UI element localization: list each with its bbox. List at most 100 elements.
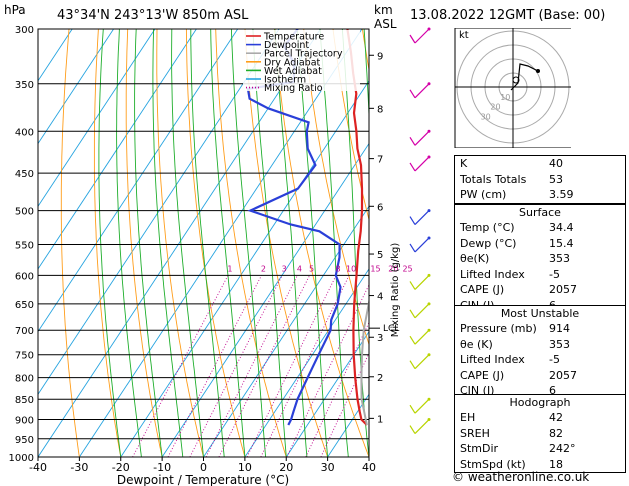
wind-barb-base: [427, 397, 431, 401]
wind-barb-flag: [409, 335, 416, 345]
most-unstable-panel: Most Unstable Pressure (mb) 914 θe (K) 353 Li…: [454, 305, 626, 400]
pressure-tick-label: 800: [15, 374, 34, 385]
panel-row: Totals Totals 53: [455, 172, 625, 188]
panel-row: θe(K) 353: [455, 251, 625, 267]
panel-row: Lifted Index -5: [455, 352, 625, 368]
pressure-tick-label: 400: [15, 127, 34, 138]
wind-barb: [414, 130, 430, 146]
wind-barb-flag: [409, 243, 416, 253]
wind-barb-flag: [409, 425, 416, 434]
dry-adiabat-line: [421, 29, 450, 457]
legend-entry: Isotherm: [264, 75, 306, 86]
isotherm-line: [38, 29, 280, 396]
panel-row-value: 42: [549, 411, 563, 424]
temperature-profile-line: [346, 29, 368, 426]
km-unit-label: km: [374, 3, 393, 17]
hodograph-ring-label: 20: [490, 103, 500, 112]
mixing-ratio-label: 20: [388, 264, 398, 273]
mixing-ratio-label: 2: [261, 264, 266, 273]
panel-row-value: 914: [549, 322, 570, 335]
isotherm-line: [161, 142, 369, 457]
wind-barb-base: [427, 27, 431, 31]
wet-adiabat-line: [363, 29, 369, 124]
x-tick-label: 10: [238, 461, 252, 474]
panel-row-value: 353: [549, 252, 570, 265]
km-tick-label: 1: [377, 414, 383, 425]
wind-barb: [414, 156, 430, 172]
skewt-chart: 1 2 3 4 5 8 10 15 20 2530035040045050055060065070…: [9, 25, 450, 486]
panel-row-key: Pressure (mb): [460, 322, 537, 335]
x-tick-label: 20: [279, 461, 293, 474]
legend-entry: Dewpoint: [264, 40, 309, 51]
wet-adiabat-line: [98, 29, 122, 457]
parcel-trajectory-profile-line: [360, 298, 369, 426]
storm-motion-marker: [512, 76, 520, 84]
mixing-ratio-label: 5: [309, 264, 314, 273]
pressure-tick-label: 500: [15, 207, 34, 218]
isotherm-line: [368, 456, 369, 457]
panel-title: Surface: [519, 206, 561, 219]
mixing-ratio-line: [305, 321, 369, 457]
panel-row: StmDir 242°: [455, 441, 625, 457]
mixing-ratio-axis-label: Mixing Ratio (g/kg): [390, 243, 401, 338]
sounding-datetime: 13.08.2022 12GMT (Base: 00): [410, 8, 606, 23]
panel-row-key: Lifted Index: [460, 353, 525, 366]
wind-barb: [414, 303, 430, 319]
wind-barb-flag: [409, 404, 416, 414]
hpa-unit-label: hPa: [4, 3, 26, 17]
mixing-ratio-line: [246, 275, 337, 457]
lcl-label: LCL: [383, 324, 399, 334]
panel-row: Lifted Index -5: [455, 267, 625, 283]
wind-barb-base: [427, 209, 431, 213]
panel-row-key: CAPE (J): [460, 368, 505, 382]
panel-row-value: -5: [549, 267, 560, 281]
pressure-tick-label: 350: [15, 80, 34, 91]
x-tick-label: -20: [112, 461, 130, 474]
wind-barb-base: [427, 82, 431, 86]
x-axis-title: Dewpoint / Temperature (°C): [117, 473, 289, 486]
panel-row-value: 242°: [549, 442, 576, 455]
panel-row-key: Temp (°C): [460, 221, 515, 234]
wind-barb-flag: [409, 281, 416, 290]
wind-barb: [414, 237, 430, 253]
hodograph-trace: [510, 63, 539, 91]
panel-row-key: Totals Totals: [460, 172, 527, 186]
mixing-ratio-line: [132, 275, 229, 457]
wind-barb-flag: [409, 360, 416, 370]
isotherm-line: [203, 205, 369, 457]
isotherm-line: [38, 29, 156, 208]
dewpoint-profile-line: [246, 29, 342, 426]
pressure-tick-label: 750: [15, 351, 34, 362]
panel-row-value: 2057: [549, 283, 577, 296]
panel-row-value: -5: [549, 353, 560, 366]
panel-row-value: 34.4: [549, 221, 574, 234]
wind-barb-flag: [409, 89, 416, 99]
pressure-tick-label: 450: [15, 169, 34, 180]
wind-barb-flag: [409, 309, 416, 319]
mixing-ratio-label: 10: [346, 264, 356, 273]
wind-barb: [414, 210, 430, 226]
km-tick-label: 7: [377, 155, 383, 166]
panel-row: PW (cm) 3.59: [455, 187, 625, 203]
panel-row-value: 15.4: [549, 236, 574, 250]
panel-row: Dewp (°C) 15.4: [455, 236, 625, 252]
panel-row-key: PW (cm): [460, 188, 507, 201]
panel-row-key: θe(K): [460, 252, 490, 265]
hodograph-panel: Hodograph EH 42 SREH 82 StmDir 242° StmSpd (kt)…: [454, 394, 626, 473]
wind-barb: [414, 28, 430, 44]
wind-barb-base: [427, 418, 431, 422]
legend-entry: Dry Adiabat: [264, 57, 321, 68]
wet-adiabat-line: [134, 29, 163, 457]
wind-barb-flag: [409, 136, 416, 146]
panel-row: CAPE (J) 2057: [455, 282, 625, 298]
panel-title: Most Unstable: [500, 307, 580, 320]
pressure-tick-label: 850: [15, 395, 34, 406]
wind-barb: [414, 354, 430, 370]
panel-row: K 40: [455, 156, 625, 172]
mixing-ratio-label: 4: [297, 264, 302, 273]
panel-row-value: 40: [549, 157, 563, 170]
wind-barb: [414, 83, 430, 99]
panel-row-key: StmDir: [460, 442, 499, 455]
hodograph-unit-label: kt: [459, 30, 469, 41]
panel-row-value: 53: [549, 172, 563, 186]
